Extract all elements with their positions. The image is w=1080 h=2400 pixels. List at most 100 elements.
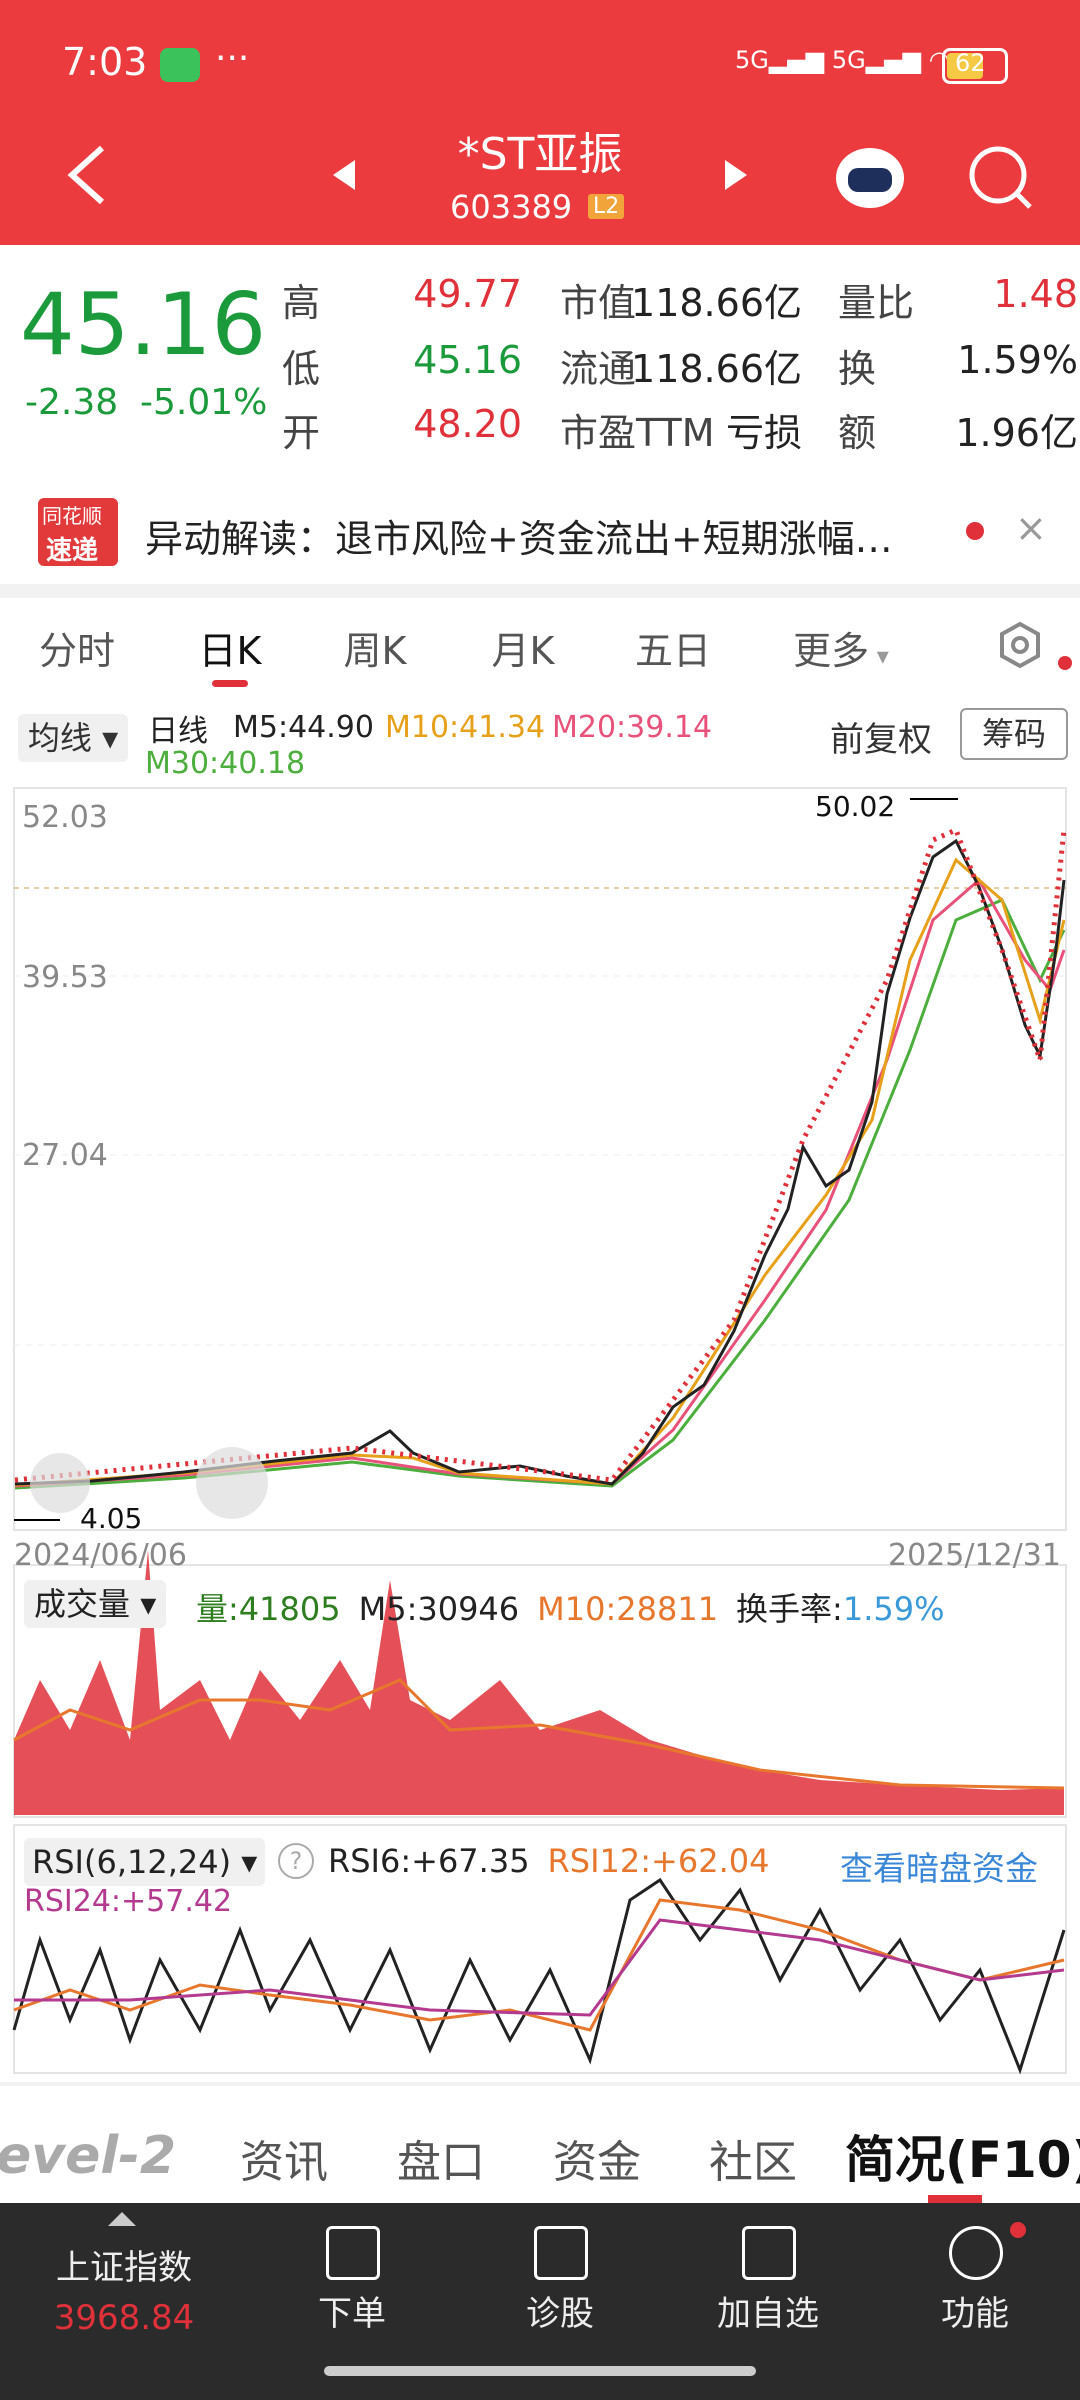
settings-dot: [1058, 656, 1072, 670]
field-label: 换: [838, 347, 877, 391]
field-label: 流通: [560, 347, 637, 391]
volume-frame: [13, 1564, 1067, 1818]
nav-value: 3968.84: [53, 2298, 195, 2338]
nav-icon[interactable]: [534, 2226, 588, 2280]
news-dot: [966, 522, 984, 540]
tab-caret: ▾: [869, 642, 889, 670]
bottom-tab[interactable]: 资金: [553, 2137, 641, 2188]
nav-icon[interactable]: [949, 2226, 1003, 2280]
rsi-button-text: RSI(6,12,24): [32, 1843, 232, 1881]
ma-label: M20:39.14: [552, 710, 713, 745]
next-icon[interactable]: [725, 160, 747, 190]
wechat-icon: [160, 48, 200, 82]
status-time: 7:03: [62, 40, 148, 84]
change: -2.38: [25, 382, 119, 423]
volume-item: 换手率:: [736, 1590, 843, 1628]
nav-label[interactable]: 下单: [318, 2294, 386, 2334]
chips-button[interactable]: 筹码: [960, 708, 1068, 760]
field-value: 1.96亿: [955, 411, 1078, 455]
period: 日线: [148, 714, 208, 749]
logo-bottom: 速递: [46, 536, 99, 566]
price: 45.16: [20, 275, 267, 375]
end-date: 2025/12/31: [888, 1538, 1061, 1573]
rsi-legend: RSI6:+67.35 RSI12:+62.04: [328, 1842, 787, 1880]
change-pct: -5.01%: [140, 382, 268, 423]
start-date: 2024/06/06: [14, 1538, 187, 1573]
field-label: 量比: [838, 281, 915, 325]
field-value: 118.66亿: [631, 347, 802, 391]
nav-icon[interactable]: [326, 2226, 380, 2280]
field-label: 高: [282, 281, 321, 325]
volume-button-text: 成交量: [34, 1585, 131, 1623]
back-icon[interactable]: [67, 145, 105, 205]
ma-button[interactable]: 均线 ▾: [18, 714, 128, 762]
ma-label: M10:41.34: [385, 710, 546, 745]
field-label: 额: [838, 411, 877, 455]
tab[interactable]: 更多 ▾: [793, 629, 889, 673]
volume-item: M5:30946: [358, 1590, 520, 1628]
news-close[interactable]: ×: [1015, 506, 1047, 550]
dark-pool-link[interactable]: 查看暗盘资金: [840, 1849, 1038, 1888]
ma30-line: [14, 898, 1066, 1490]
tab[interactable]: 月K: [491, 629, 555, 673]
volume-item: M10:28811: [537, 1590, 719, 1628]
low-note: 4.05: [80, 1502, 143, 1535]
volume-item: 量:41805: [196, 1590, 341, 1628]
field-label: 开: [282, 411, 321, 455]
bottom-tab[interactable]: 简况(F10): [845, 2131, 1080, 2189]
ma-label: M5:44.90: [233, 710, 374, 745]
ma10-line: [14, 857, 1066, 1487]
tab[interactable]: 周K: [343, 629, 407, 673]
nav-caret: [108, 2212, 136, 2226]
nav-icon[interactable]: [742, 2226, 796, 2280]
field-value: 118.66亿: [631, 281, 802, 325]
tab[interactable]: 五日: [634, 629, 711, 673]
nav-label[interactable]: 加自选: [717, 2294, 819, 2334]
battery: 62: [942, 48, 1008, 84]
field-value: 48.20: [413, 402, 522, 446]
separator: [0, 2082, 1080, 2086]
y-label: 39.53: [22, 960, 108, 995]
settings-icon[interactable]: [995, 620, 1045, 670]
bottom-tab[interactable]: 盘口: [397, 2137, 485, 2188]
charts: [12, 787, 1067, 2075]
volume-legend: 量:41805 M5:30946 M10:28811 换手率:1.59%: [196, 1584, 963, 1630]
news-text[interactable]: 异动解读：退市风险+资金流出+短期涨幅…: [145, 517, 893, 561]
field-label: 市盈TTM: [560, 411, 715, 455]
volume-item: 1.59%: [842, 1590, 945, 1628]
help-icon[interactable]: ?: [278, 1843, 314, 1879]
search-icon[interactable]: [969, 146, 1027, 204]
field-value: 49.77: [413, 272, 522, 316]
nav-label[interactable]: 诊股: [526, 2294, 594, 2334]
field-value: 1.48: [993, 272, 1078, 316]
field-value: 亏损: [725, 411, 802, 455]
logo-top: 同花顺: [42, 504, 102, 528]
tab-underline: [212, 680, 248, 687]
signal-icons: 5G▂▄▆ 5G▂▄▆ ◠: [735, 46, 950, 74]
btab-underline: [928, 2195, 982, 2203]
rsi24-line: [14, 1918, 1065, 2017]
header-icons: [67, 145, 1032, 209]
nav-label[interactable]: 功能: [941, 2294, 1009, 2334]
rsi-button[interactable]: RSI(6,12,24) ▾: [24, 1838, 266, 1886]
candles: [14, 826, 1067, 1483]
ma-label: M30:40.18: [145, 746, 306, 781]
prev-icon[interactable]: [333, 160, 355, 190]
expand-left[interactable]: [30, 1453, 90, 1513]
volume-button[interactable]: 成交量 ▾: [24, 1580, 167, 1628]
field-label: 低: [282, 347, 321, 391]
adjust[interactable]: 前复权: [830, 720, 932, 760]
fullscreen[interactable]: [196, 1447, 268, 1519]
volume-bars: [14, 1550, 1064, 1815]
tab[interactable]: 日K: [198, 629, 262, 673]
bottom-tab[interactable]: evel-2: [0, 2126, 177, 2186]
bottom-tab[interactable]: 资讯: [240, 2137, 328, 2188]
nav-label[interactable]: 上证指数: [56, 2248, 192, 2288]
y-label: 27.04: [22, 1138, 108, 1173]
y-label: 52.03: [22, 800, 108, 835]
bottom-tab[interactable]: 社区: [709, 2137, 797, 2188]
tab[interactable]: 分时: [38, 629, 115, 673]
rsi6-line: [12, 1877, 1066, 2075]
ma-button-text: 均线: [27, 719, 92, 757]
ma5-line: [14, 838, 1066, 1486]
